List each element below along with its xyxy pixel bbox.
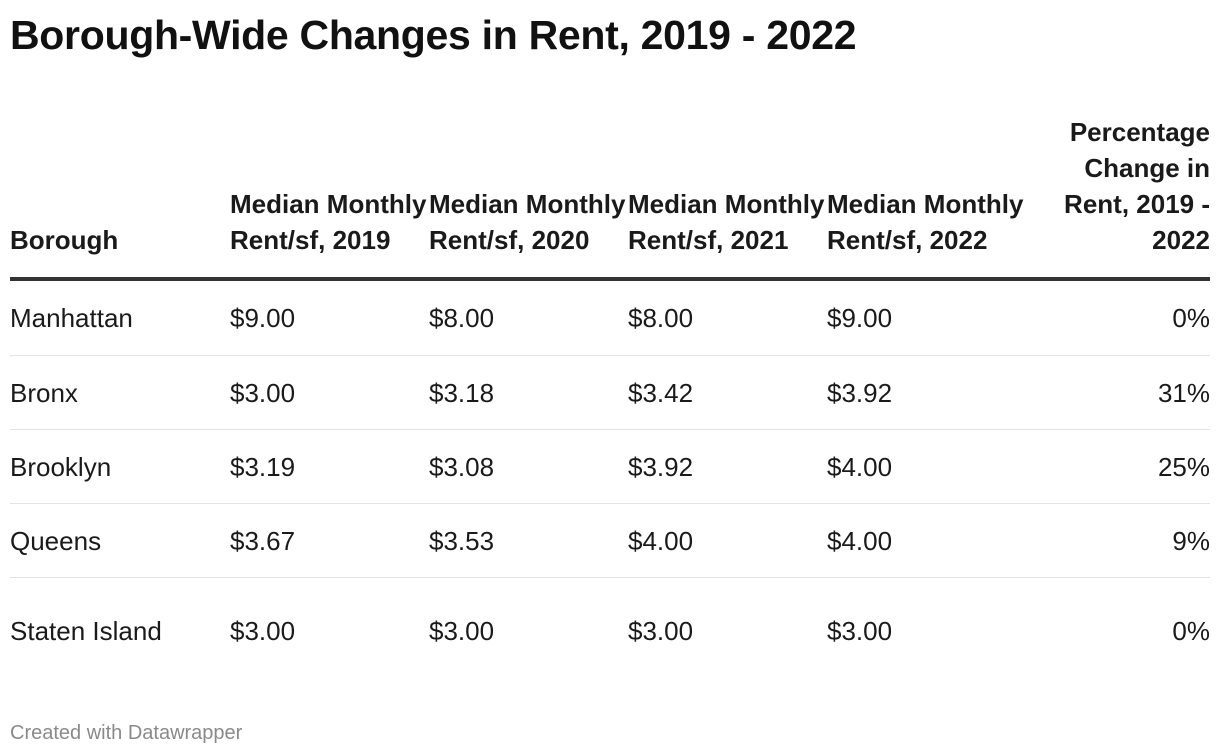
table-row: Manhattan $9.00 $8.00 $8.00 $9.00 0% [10, 279, 1210, 356]
rent-2019-cell: $3.19 [230, 429, 429, 504]
column-header-rent-2021: Median Monthly Rent/sf, 2021 [628, 114, 827, 281]
percent-change-cell: 9% [1026, 503, 1210, 578]
rent-2022-cell: $3.00 [827, 616, 893, 646]
rent-2020-cell: $3.00 [429, 616, 495, 646]
rent-2021-cell: $3.00 [628, 616, 694, 646]
column-header-rent-2022: Median Monthly Rent/sf, 2022 [827, 114, 1026, 281]
table-row: Queens $3.67 $3.53 $4.00 $4.00 9% [10, 503, 1210, 578]
rent-2020-cell: $8.00 [429, 279, 628, 356]
rent-2020-cell: $3.18 [429, 355, 628, 430]
column-header-borough: Borough [10, 114, 230, 281]
table-row: Bronx $3.00 $3.18 $3.42 $3.92 31% [10, 355, 1210, 430]
percent-change-cell: 0% [1172, 616, 1210, 646]
rent-2020-cell: $3.08 [429, 429, 628, 504]
rent-2021-cell: $3.42 [628, 355, 827, 430]
table-row: Brooklyn $3.19 $3.08 $3.92 $4.00 25% [10, 429, 1210, 504]
rent-table: Borough Median Monthly Rent/sf, 2019 Med… [10, 114, 1210, 684]
rent-2021-cell: $4.00 [628, 503, 827, 578]
rent-2021-cell: $8.00 [628, 279, 827, 356]
header-row: Borough Median Monthly Rent/sf, 2019 Med… [10, 114, 1210, 281]
borough-cell: Staten Island [10, 616, 162, 646]
borough-cell: Manhattan [10, 279, 230, 356]
borough-cell: Bronx [10, 355, 230, 430]
attribution-footer: Created with Datawrapper [10, 722, 243, 744]
rent-2019-cell: $3.67 [230, 503, 429, 578]
column-header-rent-2019: Median Monthly Rent/sf, 2019 [230, 114, 429, 281]
table-row: Staten Island $3.00 $3.00 $3.00 $3.00 0% [10, 578, 1210, 685]
percent-change-cell: 31% [1026, 355, 1210, 430]
percent-change-cell: 0% [1026, 279, 1210, 356]
rent-2019-cell: $3.00 [230, 355, 429, 430]
rent-2021-cell: $3.92 [628, 429, 827, 504]
chart-title: Borough-Wide Changes in Rent, 2019 - 202… [10, 12, 857, 58]
rent-2022-cell: $4.00 [827, 429, 1026, 504]
borough-cell: Brooklyn [10, 429, 230, 504]
percent-change-cell: 25% [1026, 429, 1210, 504]
rent-2019-cell: $9.00 [230, 279, 429, 356]
column-header-rent-2020: Median Monthly Rent/sf, 2020 [429, 114, 628, 281]
rent-2020-cell: $3.53 [429, 503, 628, 578]
rent-2022-cell: $9.00 [827, 279, 1026, 356]
column-header-percent-change: Percentage Change in Rent, 2019 - 2022 [1026, 114, 1210, 281]
rent-2022-cell: $3.92 [827, 355, 1026, 430]
borough-cell: Queens [10, 503, 230, 578]
rent-2022-cell: $4.00 [827, 503, 1026, 578]
rent-2019-cell: $3.00 [230, 616, 296, 646]
